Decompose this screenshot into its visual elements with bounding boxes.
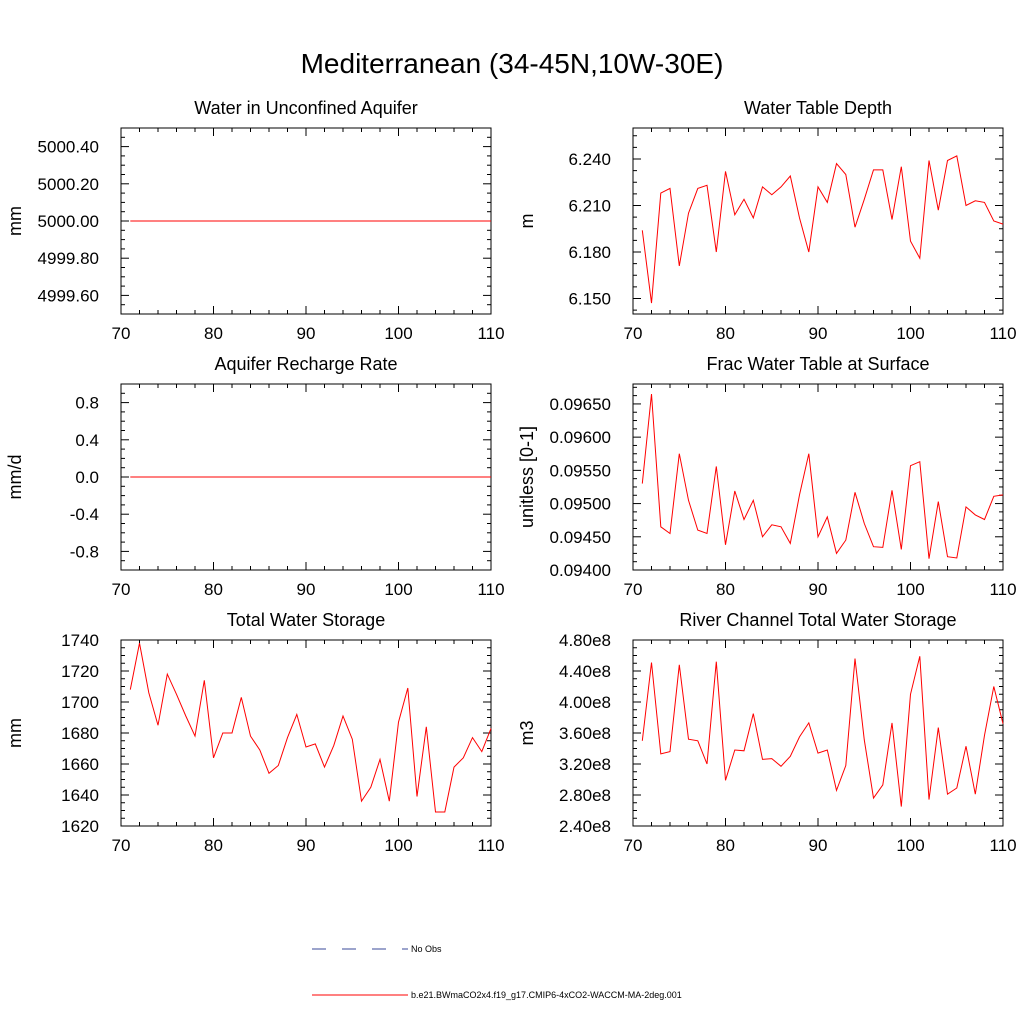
y-tick-label: 0.0	[75, 468, 99, 487]
panel-5: 70 80 90 100 110 1620 1640 1660 1680 1700 1720 1740…	[5, 610, 505, 855]
x-tick-label: 80	[716, 580, 735, 599]
x-tick-label: 110	[989, 836, 1016, 855]
x-tick-label: 80	[716, 836, 735, 855]
panel-3: 70 80 90 100 110 -0.8 -0.4 0.0 0.4 0.8 Aquifer Rec…	[5, 354, 505, 599]
y-tick-label: 0.09600	[550, 428, 611, 447]
panel-title: Total Water Storage	[227, 610, 385, 630]
y-tick-label: 0.4	[75, 431, 99, 450]
series-line	[641, 155, 1004, 304]
x-tick-label: 80	[204, 580, 223, 599]
x-tick-label: 90	[809, 836, 828, 855]
y-tick-label: 1740	[61, 631, 99, 650]
x-tick-label: 80	[204, 324, 223, 343]
y-tick-label: 4999.80	[38, 249, 99, 268]
x-tick-label: 110	[989, 580, 1016, 599]
y-tick-label: 4999.60	[38, 286, 99, 305]
x-tick-label: 70	[112, 836, 131, 855]
y-axis-label: m	[517, 214, 537, 229]
y-tick-label: -0.8	[70, 542, 99, 561]
panel-title: Frac Water Table at Surface	[706, 354, 929, 374]
x-tick-label: 70	[112, 324, 131, 343]
x-tick-label: 100	[384, 836, 412, 855]
panel-title: River Channel Total Water Storage	[679, 610, 956, 630]
plot-frame	[632, 127, 1004, 315]
panel-6: 70 80 90 100 110 2.40e8 2.80e8 3.20e8 3.60e8 4.00…	[517, 610, 1017, 855]
y-axis-label: mm	[5, 718, 25, 748]
y-tick-label: 0.09450	[550, 528, 611, 547]
y-tick-label: 0.09500	[550, 495, 611, 514]
plot-frame	[632, 639, 1004, 827]
y-tick-label: 2.40e8	[559, 817, 611, 836]
y-tick-label: 1680	[61, 724, 99, 743]
panel-4: 70 80 90 100 110 0.09400 0.09450 0.09500 0.09550…	[517, 354, 1017, 599]
x-tick-label: 100	[896, 580, 924, 599]
y-tick-label: 2.80e8	[559, 786, 611, 805]
panel-1: 70 80 90 100 110 4999.60 4999.80 5000.00 5000.20…	[5, 98, 505, 343]
x-tick-label: 100	[384, 324, 412, 343]
x-tick-label: 70	[624, 580, 643, 599]
y-tick-label: 0.09550	[550, 461, 611, 480]
x-tick-label: 90	[297, 324, 316, 343]
y-tick-label: 0.09650	[550, 395, 611, 414]
panel-title: Water Table Depth	[744, 98, 892, 118]
y-tick-label: 1700	[61, 693, 99, 712]
plot-frame	[632, 383, 1004, 571]
legend: No Obs b.e21.BWmaCO2x4.f19_g17.CMIP6-4xCO…	[312, 944, 682, 1000]
y-tick-label: 5000.40	[38, 138, 99, 157]
x-tick-label: 80	[716, 324, 735, 343]
legend-label: No Obs	[411, 944, 442, 954]
y-tick-label: 1640	[61, 786, 99, 805]
x-tick-label: 80	[204, 836, 223, 855]
y-tick-label: 5000.00	[38, 212, 99, 231]
panel-2: 70 80 90 100 110 6.150 6.180 6.210 6.240 Water Ta…	[517, 98, 1017, 343]
x-tick-label: 70	[624, 324, 643, 343]
y-tick-label: 6.210	[568, 197, 611, 216]
x-tick-label: 100	[896, 324, 924, 343]
y-tick-label: 6.180	[568, 243, 611, 262]
x-tick-label: 110	[989, 324, 1016, 343]
y-tick-label: 4.00e8	[559, 693, 611, 712]
y-tick-label: 5000.20	[38, 175, 99, 194]
series-line	[129, 643, 492, 813]
y-axis-label: mm	[5, 206, 25, 236]
y-axis-label: m3	[517, 720, 537, 745]
page-title: Mediterranean (34-45N,10W-30E)	[300, 48, 724, 79]
y-tick-label: 0.8	[75, 394, 99, 413]
x-tick-label: 100	[384, 580, 412, 599]
y-axis-label: mm/d	[5, 455, 25, 500]
x-tick-label: 90	[297, 580, 316, 599]
y-tick-label: 1620	[61, 817, 99, 836]
x-tick-label: 100	[896, 836, 924, 855]
y-tick-label: 1720	[61, 662, 99, 681]
y-tick-label: 0.09400	[550, 561, 611, 580]
y-tick-label: 3.60e8	[559, 724, 611, 743]
x-tick-label: 110	[477, 836, 504, 855]
y-tick-label: 4.80e8	[559, 631, 611, 650]
y-axis-label: unitless [0-1]	[517, 426, 537, 528]
x-tick-label: 70	[112, 580, 131, 599]
y-tick-label: 1660	[61, 755, 99, 774]
y-tick-label: 6.150	[568, 290, 611, 309]
x-tick-label: 90	[809, 324, 828, 343]
panel-title: Aquifer Recharge Rate	[214, 354, 397, 374]
panel-title: Water in Unconfined Aquifer	[194, 98, 417, 118]
x-tick-label: 110	[477, 580, 504, 599]
legend-label: b.e21.BWmaCO2x4.f19_g17.CMIP6-4xCO2-WACC…	[411, 990, 682, 1000]
plot-frame	[120, 639, 492, 827]
x-tick-label: 90	[809, 580, 828, 599]
y-tick-label: -0.4	[70, 505, 99, 524]
y-tick-label: 3.20e8	[559, 755, 611, 774]
x-tick-label: 70	[624, 836, 643, 855]
series-line	[641, 656, 1004, 807]
series-line	[641, 393, 1004, 559]
x-tick-label: 110	[477, 324, 504, 343]
y-tick-label: 4.40e8	[559, 662, 611, 681]
y-tick-label: 6.240	[568, 150, 611, 169]
x-tick-label: 90	[297, 836, 316, 855]
